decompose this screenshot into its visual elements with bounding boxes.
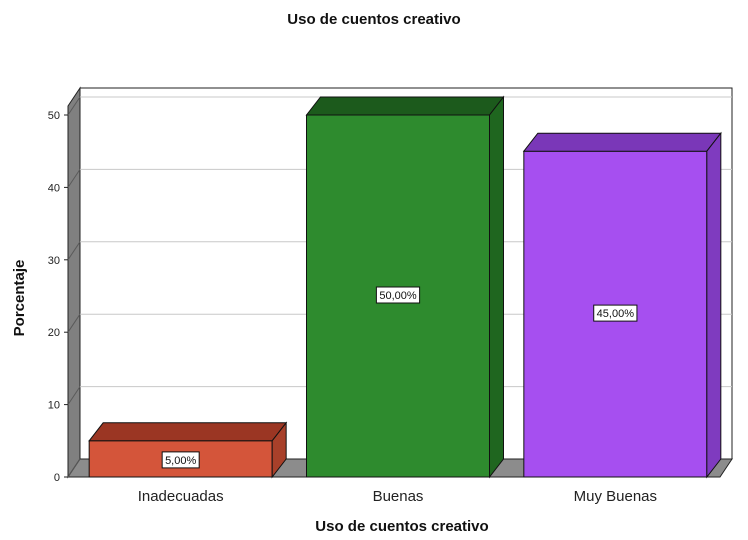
bar-side — [489, 95, 504, 479]
y-tick-label: 50 — [48, 110, 60, 122]
y-tick-label: 40 — [48, 182, 60, 194]
data-label-box — [593, 304, 638, 322]
side-gridline — [67, 458, 81, 478]
plot-area: 0 10 20 30 40 50 5,00% Inadecuadas 50,00% Buenas 4… — [48, 86, 733, 505]
x-axis-title: Uso de cuentos creativo — [315, 518, 488, 535]
bar-top — [305, 96, 505, 116]
bar-side — [271, 421, 287, 479]
x-tick-label: Inadecuadas — [138, 488, 224, 505]
side-gridline — [67, 313, 81, 333]
side-gridline — [67, 241, 81, 261]
x-tick-label: Buenas — [373, 488, 424, 505]
bar-top — [88, 422, 288, 442]
data-label: 5,00% — [165, 455, 196, 467]
chart-title: Uso de cuentos creativo — [287, 11, 460, 28]
data-label: 50,00% — [379, 290, 417, 302]
y-axis-title: Porcentaje — [11, 260, 28, 337]
y-tick-label: 30 — [48, 255, 60, 267]
y-tick-label: 0 — [54, 472, 60, 484]
side-gridline — [67, 386, 81, 405]
bar-side — [706, 131, 722, 479]
y-tick-label: 20 — [48, 327, 60, 339]
data-label-box — [161, 451, 200, 469]
data-label-box — [375, 286, 421, 304]
x-tick-label: Muy Buenas — [574, 488, 657, 505]
side-gridline — [67, 169, 81, 188]
data-label: 45,00% — [597, 308, 635, 320]
side-gridline — [67, 96, 81, 116]
side-wall — [67, 86, 81, 479]
y-tick-label: 10 — [48, 400, 60, 412]
bar-top — [522, 132, 722, 152]
